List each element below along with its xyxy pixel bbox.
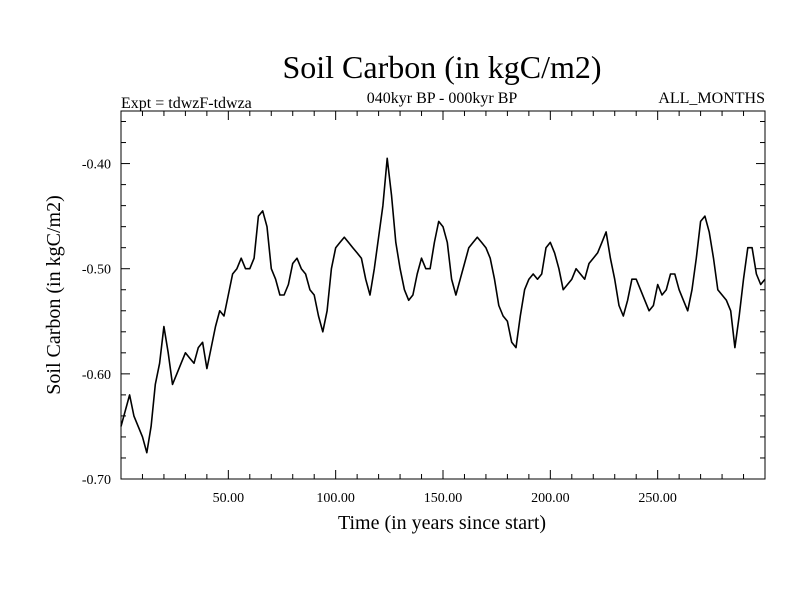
months-label: ALL_MONTHS [658,90,765,107]
x-tick-label: 50.00 [213,491,245,506]
data-series [120,157,766,454]
experiment-label: Expt = tdwzF-tdwza [121,95,252,112]
x-tick-label: 150.00 [424,491,463,506]
x-tick-label: 200.00 [531,491,570,506]
chart-title: Soil Carbon (in kgC/m2) [282,49,601,85]
series-line [120,157,766,454]
x-axis-label: Time (in years since start) [338,512,546,534]
y-tick-label: -0.40 [82,158,111,173]
y-tick-label: -0.60 [82,368,111,383]
plot-frame [120,110,766,480]
x-tick-label: 100.00 [316,491,355,506]
y-tick-label: -0.70 [82,473,111,488]
period-label: 040kyr BP - 000kyr BP [367,90,518,107]
axis-ticks [121,111,765,479]
axis-tick-labels: 50.00 100.00 150.00 200.00 250.00 -0.70 -0.60 -… [82,158,677,506]
y-tick-label: -0.50 [82,263,111,278]
y-axis-label: Soil Carbon (in kgC/m2) [43,195,65,394]
x-tick-label: 250.00 [638,491,677,506]
